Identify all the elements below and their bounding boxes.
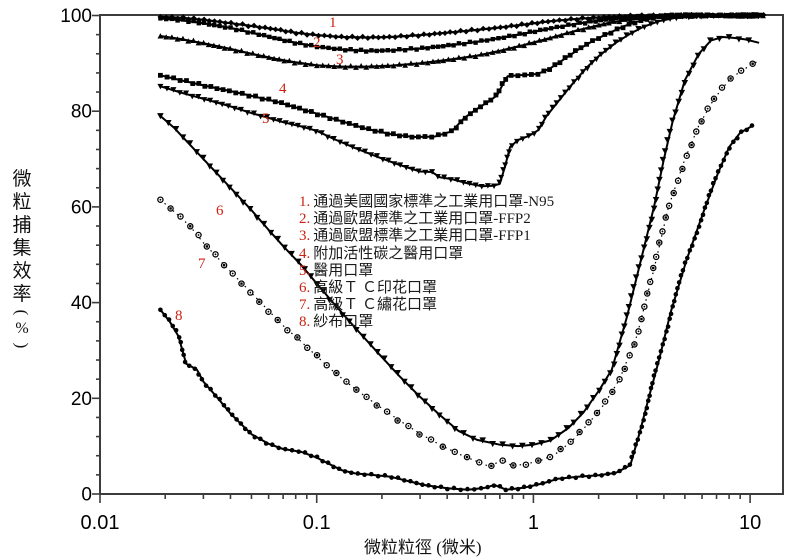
legend-item: 7. 高級Ｔ Ｃ繡花口罩 <box>299 297 554 314</box>
legend-item: 4. 附加活性碳之醫用口罩 <box>299 246 554 263</box>
legend-item-number: 3. <box>299 228 311 245</box>
series-8 <box>158 123 755 493</box>
y-tick-label: 20 <box>71 389 92 410</box>
curve-label: 3 <box>336 52 344 68</box>
y-axis-title-char: % <box>15 320 29 337</box>
legend-item: 8. 紗布口罩 <box>299 314 554 331</box>
legend-item: 6. 高級Ｔ Ｃ印花口罩 <box>299 280 554 297</box>
curve-label: 6 <box>216 203 224 219</box>
curve-label: 2 <box>313 35 321 51</box>
legend-item-label: 通過美國國家標準之工業用口罩-N95 <box>313 194 555 210</box>
series-3 <box>157 11 766 70</box>
x-tick-label: 10 <box>739 512 761 534</box>
legend-item-label: 高級Ｔ Ｃ繡花口罩 <box>313 297 438 314</box>
legend-item: 5. 醫用口罩 <box>299 263 554 280</box>
series-7 <box>157 59 760 470</box>
y-axis-title-char: 捕 <box>12 215 32 236</box>
axis-ticks <box>92 14 751 503</box>
y-tick-label: 100 <box>60 6 92 27</box>
y-axis-title-char: ( <box>12 309 32 316</box>
curve-label: 4 <box>279 81 287 97</box>
legend-item-label: 醫用口罩 <box>313 262 374 279</box>
series-5 <box>157 12 760 190</box>
legend-item-number: 4. <box>299 245 311 262</box>
legend: 1. 通過美國國家標準之工業用口罩-N95 2. 通過歐盟標準之工業用口罩-FFP2 3… <box>299 194 554 332</box>
legend-item-label: 通過歐盟標準之工業用口罩-FFP2 <box>313 211 531 228</box>
y-axis-title-char: 率 <box>12 284 32 305</box>
curve-label: 5 <box>262 111 270 127</box>
legend-item-number: 1. <box>299 194 311 210</box>
legend-item-number: 8. <box>299 314 311 331</box>
plot-frame <box>99 14 784 495</box>
legend-item: 3. 通過歐盟標準之工業用口罩-FFP1 <box>299 228 554 245</box>
legend-item-label: 附加活性碳之醫用口罩 <box>313 245 464 262</box>
y-tick-label: 60 <box>71 197 92 218</box>
legend-item-label: 高級Ｔ Ｃ印花口罩 <box>313 279 438 296</box>
y-axis-title-char: 微 <box>12 169 32 190</box>
curve-label: 7 <box>198 256 206 272</box>
y-axis-title-char: 集 <box>12 238 32 259</box>
y-tick-label: 80 <box>71 102 92 123</box>
curve-label: 1 <box>329 15 337 31</box>
y-axis-title-char: ) <box>12 342 32 349</box>
legend-item: 1. 通過美國國家標準之工業用口罩-N95 <box>299 194 554 211</box>
legend-item-number: 7. <box>299 297 311 314</box>
y-tick-label: 40 <box>71 293 92 314</box>
x-tick-label: 0.1 <box>303 512 331 534</box>
legend-item-label: 通過歐盟標準之工業用口罩-FFP1 <box>313 228 531 245</box>
x-tick-label: 1 <box>528 512 539 534</box>
x-tick-label: 0.01 <box>81 512 120 534</box>
legend-item-number: 2. <box>299 211 311 228</box>
series-6 <box>157 34 760 450</box>
y-tick-label: 0 <box>81 485 92 506</box>
legend-item-label: 紗布口罩 <box>313 314 374 331</box>
legend-item-number: 5. <box>299 262 311 279</box>
legend-item: 2. 通過歐盟標準之工業用口罩-FFP2 <box>299 211 554 228</box>
y-axis-title-char: 效 <box>12 261 32 282</box>
curve-label: 8 <box>175 308 183 324</box>
y-axis-title-char: 粒 <box>12 192 32 213</box>
y-axis-title: 微粒捕集效率 (%) <box>10 168 34 352</box>
x-axis-title: 微粒粒徑 (微米) <box>364 538 482 557</box>
legend-item-number: 6. <box>299 279 311 296</box>
